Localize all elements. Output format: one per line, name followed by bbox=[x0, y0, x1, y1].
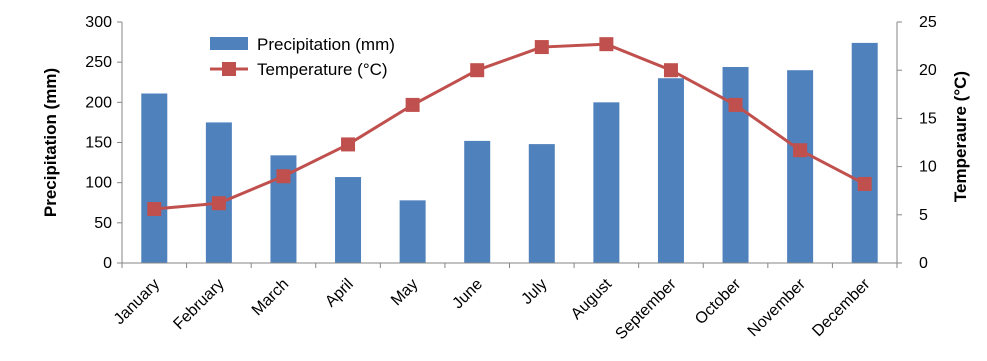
bar-april bbox=[335, 177, 362, 263]
temperature-marker-february bbox=[211, 196, 226, 211]
temperature-marker-december bbox=[857, 176, 872, 191]
temperature-marker-may bbox=[405, 97, 420, 112]
y-tick-label: 50 bbox=[94, 215, 112, 232]
temperature-line bbox=[154, 42, 866, 211]
bar-february bbox=[205, 122, 232, 264]
x-tick-label: October bbox=[692, 275, 745, 328]
temperature-marker-september bbox=[663, 63, 678, 78]
x-tick-label: June bbox=[449, 276, 486, 313]
plot-area: 0 50 100 150 200 250 300 0 5 10 15 20 25 January Febru… bbox=[85, 14, 937, 343]
x-tick-label: December bbox=[809, 275, 874, 340]
x-tick-label: February bbox=[170, 276, 227, 333]
legend-swatch-precipitation bbox=[210, 37, 248, 50]
bar-september bbox=[657, 78, 684, 263]
y-axis-title: Precipitation (mm) bbox=[41, 68, 60, 217]
x-tick-label: July bbox=[518, 276, 550, 308]
x-tick-label: April bbox=[322, 276, 357, 311]
bar-july bbox=[528, 144, 555, 263]
x-tick-label: September bbox=[612, 275, 680, 343]
temperature-marker-november bbox=[793, 143, 808, 158]
temperature-marker-june bbox=[470, 63, 485, 78]
bar-june bbox=[464, 140, 491, 263]
temperature-marker-july bbox=[534, 40, 549, 55]
bar-october bbox=[722, 66, 749, 263]
y-tick-label: 150 bbox=[85, 135, 112, 152]
x-tick-label: May bbox=[388, 276, 421, 309]
x-tick-label: January bbox=[111, 276, 163, 328]
y2-tick-label: 0 bbox=[919, 255, 928, 272]
temperature-marker-april bbox=[341, 137, 356, 152]
bar-january bbox=[141, 93, 168, 263]
y2-tick-label: 5 bbox=[919, 207, 928, 224]
y-tick-label: 200 bbox=[85, 94, 112, 111]
legend-label-temperature: Temperature (°C) bbox=[257, 60, 388, 79]
legend-label-precipitation: Precipitation (mm) bbox=[257, 35, 395, 54]
bar-november bbox=[787, 70, 814, 263]
y2-tick-label: 15 bbox=[919, 110, 937, 127]
x-tick-label: November bbox=[745, 275, 810, 340]
legend: Precipitation (mm) Temperature (°C) bbox=[210, 35, 395, 79]
bar-december bbox=[851, 42, 878, 264]
temperature-marker-october bbox=[728, 97, 743, 112]
y2-tick-label: 25 bbox=[919, 14, 937, 31]
bar-may bbox=[399, 200, 426, 263]
temperature-marker-march bbox=[276, 169, 291, 184]
x-tick-label: August bbox=[568, 275, 616, 323]
y-tick-label: 300 bbox=[85, 14, 112, 31]
legend-swatch-temperature-marker bbox=[222, 62, 236, 76]
y2-axis-title: Temperaure (°C) bbox=[951, 71, 970, 202]
y2-tick-label: 10 bbox=[919, 159, 937, 176]
x-tick-label: March bbox=[249, 276, 292, 319]
y-tick-label: 100 bbox=[85, 175, 112, 192]
temperature-marker-january bbox=[147, 202, 162, 217]
temperature-marker-august bbox=[599, 37, 614, 52]
bar-august bbox=[593, 102, 620, 263]
y-tick-label: 0 bbox=[103, 255, 112, 272]
y2-tick-label: 20 bbox=[919, 62, 937, 79]
y-tick-label: 250 bbox=[85, 54, 112, 71]
